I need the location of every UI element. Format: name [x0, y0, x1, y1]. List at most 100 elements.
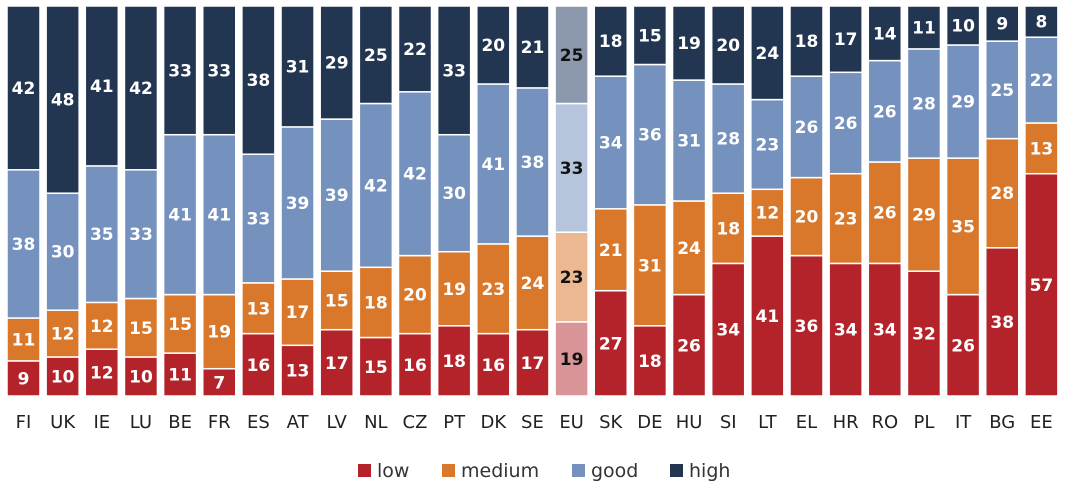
data-label-medium-EL: 20	[795, 208, 819, 228]
data-label-good-CZ: 42	[403, 165, 427, 185]
data-label-low-FI: 9	[18, 369, 30, 389]
data-label-medium-AT: 17	[286, 303, 310, 323]
data-label-high-EL: 18	[795, 32, 819, 52]
x-tick-label-UK: UK	[50, 412, 76, 433]
x-tick-label-FR: FR	[208, 412, 231, 433]
bar-low-CZ	[397, 332, 433, 397]
bar-good-ES	[241, 153, 276, 284]
bar-low-PT	[436, 325, 472, 397]
x-tick-label-SI: SI	[720, 412, 737, 433]
data-label-good-UK: 30	[51, 243, 75, 263]
data-label-low-UK: 10	[51, 368, 75, 388]
data-label-high-IE: 41	[90, 77, 114, 97]
bar-high-AT	[280, 5, 315, 128]
bar-high-NL	[358, 5, 394, 105]
data-label-high-SI: 20	[716, 36, 740, 56]
bar-medium-BG	[985, 137, 1020, 249]
data-label-good-NL: 42	[364, 176, 388, 196]
x-tick-label-EE: EE	[1030, 412, 1053, 433]
x-tick-label-LT: LT	[758, 412, 778, 433]
bar-medium-DK	[476, 243, 511, 335]
data-label-high-LU: 42	[129, 79, 153, 99]
bar-medium-SK	[593, 208, 628, 292]
data-label-medium-BE: 15	[168, 315, 192, 335]
data-label-low-SI: 34	[716, 321, 740, 341]
bars-group: 9 11 38 42 10 12 30 48 12 12 35 41 10 15 33 42 11 15 41 33 7…	[6, 5, 1059, 397]
bar-good-HR	[828, 71, 863, 175]
bar-medium-SI	[710, 192, 746, 265]
data-label-good-BE: 41	[168, 206, 192, 226]
data-label-good-SK: 34	[599, 134, 623, 154]
data-label-good-SE: 38	[521, 153, 545, 173]
bar-low-DE	[632, 325, 668, 397]
data-label-good-FI: 38	[12, 235, 36, 255]
data-label-medium-LV: 15	[325, 291, 349, 311]
data-label-medium-EE: 13	[1030, 139, 1054, 159]
bar-medium-BE	[162, 293, 198, 354]
bar-low-LU	[123, 356, 159, 397]
data-label-high-SE: 21	[521, 38, 545, 58]
data-label-high-EU: 25	[560, 46, 584, 66]
x-tick-label-DK: DK	[480, 412, 507, 433]
data-label-high-BE: 33	[168, 61, 192, 81]
x-tick-label-LV: LV	[327, 412, 348, 433]
bar-high-CZ	[397, 5, 433, 93]
data-label-low-HR: 34	[834, 321, 858, 341]
bar-high-PT	[436, 5, 472, 136]
data-label-low-CZ: 16	[403, 356, 427, 376]
data-label-medium-UK: 12	[51, 325, 75, 345]
bar-high-HR	[828, 5, 863, 74]
data-label-good-HU: 31	[677, 132, 701, 152]
data-label-high-FR: 33	[207, 61, 231, 81]
bar-good-SI	[710, 83, 746, 194]
data-label-good-FR: 41	[207, 206, 231, 226]
bar-low-BE	[162, 352, 198, 397]
data-label-good-BG: 25	[990, 81, 1014, 101]
bar-low-ES	[241, 332, 276, 397]
bar-medium-LV	[319, 270, 354, 331]
bar-good-HU	[671, 79, 707, 202]
data-label-low-AT: 13	[286, 362, 310, 382]
bar-high-DE	[632, 5, 668, 66]
data-label-high-NL: 25	[364, 46, 388, 66]
data-label-medium-IT: 35	[951, 217, 975, 237]
data-label-low-DE: 18	[638, 352, 662, 372]
data-label-medium-SK: 21	[599, 241, 623, 261]
bar-good-BE	[162, 133, 198, 296]
bar-low-SE	[515, 328, 550, 397]
bar-medium-HR	[828, 172, 863, 265]
data-label-medium-IE: 12	[90, 317, 114, 337]
bar-good-EU	[554, 102, 589, 233]
bar-low-IE	[84, 348, 120, 397]
bar-high-IE	[84, 5, 120, 167]
data-label-high-PL: 11	[912, 18, 936, 38]
x-tick-label-EU: EU	[559, 412, 584, 433]
data-label-high-DK: 20	[481, 36, 505, 56]
bar-high-EE	[1024, 5, 1059, 38]
bar-high-SE	[515, 5, 550, 89]
data-label-high-SK: 18	[599, 32, 623, 52]
data-label-low-LV: 17	[325, 354, 349, 374]
data-label-low-SE: 17	[521, 354, 545, 374]
data-label-good-IE: 35	[90, 225, 114, 245]
bar-low-EE	[1024, 172, 1059, 397]
bar-high-EU	[554, 5, 589, 105]
bar-good-FR	[202, 133, 237, 296]
data-label-medium-HU: 24	[677, 239, 701, 259]
bar-high-EL	[789, 5, 824, 77]
bar-medium-IT	[945, 157, 981, 296]
data-label-good-LT: 23	[756, 135, 780, 155]
data-label-good-EL: 26	[795, 118, 819, 138]
data-label-good-IT: 29	[951, 93, 975, 113]
bar-medium-IE	[84, 301, 120, 350]
legend-swatch-low	[358, 464, 371, 477]
data-label-medium-DE: 31	[638, 256, 662, 276]
bar-high-LT	[750, 5, 785, 101]
bar-medium-EE	[1024, 122, 1059, 175]
data-label-low-PL: 32	[912, 325, 936, 345]
x-tick-label-BG: BG	[989, 412, 1015, 433]
data-label-high-EE: 8	[1035, 13, 1047, 33]
bar-high-IT	[945, 5, 981, 46]
x-tick-label-NL: NL	[364, 412, 388, 433]
